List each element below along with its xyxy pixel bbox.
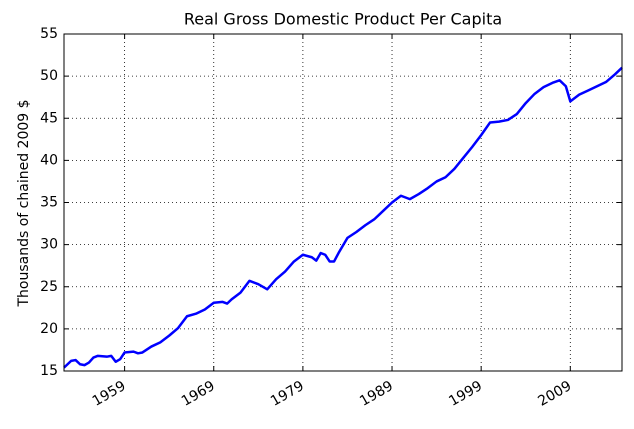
y-tick-label: 15 bbox=[40, 363, 58, 379]
x-tick-label: 1999 bbox=[446, 378, 485, 410]
y-axis-label: Thousands of chained 2009 $ bbox=[16, 99, 32, 307]
data-line bbox=[63, 66, 623, 369]
y-tick-label: 40 bbox=[40, 152, 58, 168]
x-tick-label: 2009 bbox=[535, 378, 574, 410]
y-tick-label: 20 bbox=[40, 321, 58, 337]
y-tick-label: 50 bbox=[40, 68, 58, 84]
x-tick-label: 1979 bbox=[268, 378, 307, 410]
y-tick-label: 30 bbox=[40, 237, 58, 253]
y-tick-label: 45 bbox=[40, 110, 58, 126]
y-tick-label: 55 bbox=[40, 26, 58, 42]
x-tick-label: 1989 bbox=[357, 378, 396, 410]
chart-title: Real Gross Domestic Product Per Capita bbox=[184, 10, 502, 29]
plot-frame bbox=[63, 33, 623, 372]
x-tick-label: 1959 bbox=[90, 378, 129, 410]
y-tick-label: 35 bbox=[40, 195, 58, 211]
x-tick-label: 1969 bbox=[179, 378, 218, 410]
y-tick-label: 25 bbox=[40, 279, 58, 295]
